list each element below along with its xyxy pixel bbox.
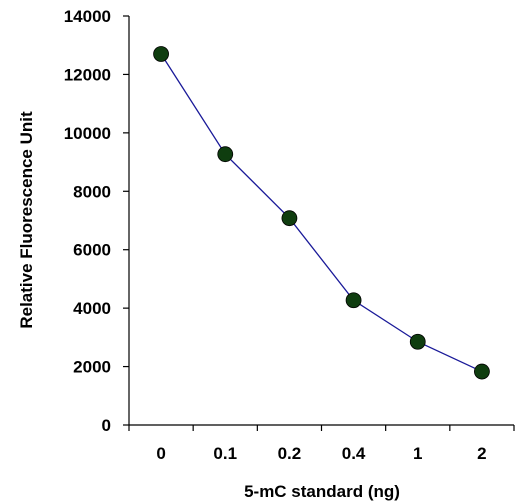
x-tick-label: 1	[413, 444, 422, 463]
y-tick-label: 2000	[73, 358, 111, 377]
data-point	[281, 210, 298, 227]
y-tick-label: 0	[102, 416, 111, 435]
x-axis: 0 0.1 0.2 0.4 1 2	[128, 424, 515, 463]
y-tick-label: 4000	[73, 299, 111, 318]
y-tick-label: 14000	[64, 7, 111, 26]
x-axis-title: 5-mC standard (ng)	[244, 482, 400, 501]
data-point	[345, 292, 362, 309]
x-tick-label: 2	[477, 444, 486, 463]
y-tick-label: 12000	[64, 65, 111, 84]
data-point	[153, 46, 169, 62]
y-axis-title: Relative Fluorescence Unit	[17, 111, 36, 329]
y-tick-label: 6000	[73, 241, 111, 260]
y-axis: 0 2000 4000 6000 8000 10000 12000 14000	[64, 7, 130, 435]
y-tick-label: 8000	[73, 182, 111, 201]
data-point	[474, 363, 490, 380]
series-line	[160, 53, 483, 373]
y-tick-label: 10000	[64, 124, 111, 143]
series-group	[153, 46, 490, 380]
x-tick-label: 0.4	[342, 444, 366, 463]
x-tick-label: 0.2	[278, 444, 302, 463]
data-point	[409, 333, 426, 350]
x-tick-label: 0	[156, 444, 165, 463]
data-point	[217, 146, 234, 163]
x-tick-label: 0.1	[213, 444, 237, 463]
